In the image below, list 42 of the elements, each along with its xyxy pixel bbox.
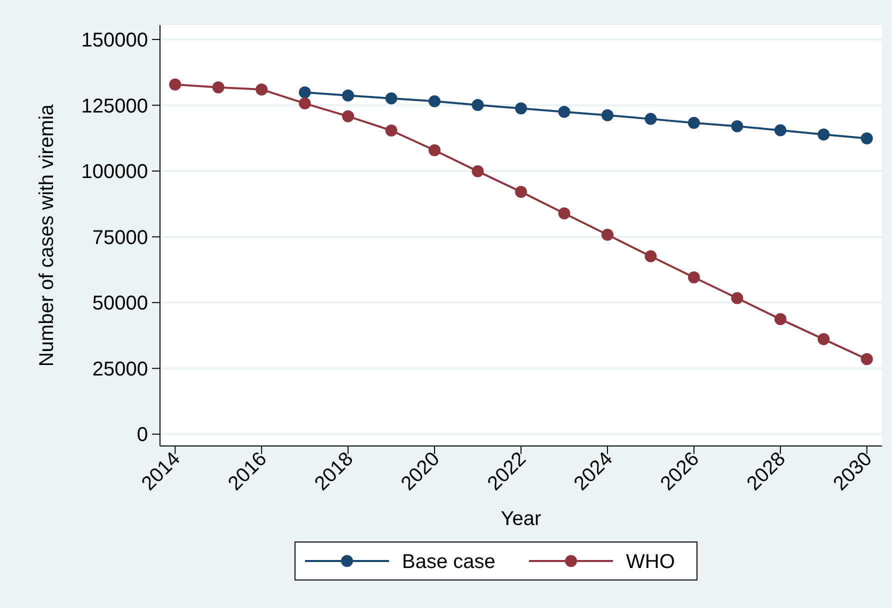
- point: [428, 144, 441, 156]
- point: [644, 250, 657, 262]
- y-tick-label: 50000: [92, 292, 148, 315]
- point: [428, 95, 441, 108]
- y-tick-label: 75000: [92, 226, 148, 249]
- point: [688, 271, 700, 284]
- point: [860, 132, 873, 144]
- point: [212, 81, 224, 94]
- point: [256, 83, 268, 96]
- point: [688, 116, 700, 129]
- point: [472, 165, 484, 178]
- point: [515, 186, 527, 198]
- y-tick-label: 0: [136, 424, 148, 446]
- point: [731, 120, 744, 132]
- point: [342, 110, 354, 122]
- point: [558, 106, 570, 118]
- y-tick-label: 150000: [81, 29, 148, 52]
- point: [601, 228, 614, 241]
- y-axis-title: Number of cases with viremia: [36, 103, 58, 367]
- point: [515, 102, 527, 114]
- point: [472, 98, 484, 111]
- point: [298, 86, 311, 98]
- legend-label: WHO: [626, 551, 675, 573]
- point: [385, 124, 398, 137]
- point: [818, 333, 830, 346]
- point: [774, 124, 786, 136]
- point: [860, 353, 873, 366]
- y-tick-label: 125000: [81, 95, 148, 118]
- point: [298, 97, 311, 110]
- point: [644, 112, 657, 125]
- x-axis-title: Year: [500, 508, 542, 530]
- point: [601, 109, 614, 122]
- y-tick-label: 25000: [92, 358, 148, 380]
- point: [558, 207, 570, 220]
- point: [342, 90, 354, 102]
- point: [385, 92, 398, 104]
- y-tick-label: 100000: [81, 161, 148, 184]
- point: [774, 313, 786, 326]
- point: [818, 128, 830, 140]
- legend-label: Base case: [402, 551, 496, 573]
- point: [169, 78, 182, 90]
- point: [731, 292, 744, 304]
